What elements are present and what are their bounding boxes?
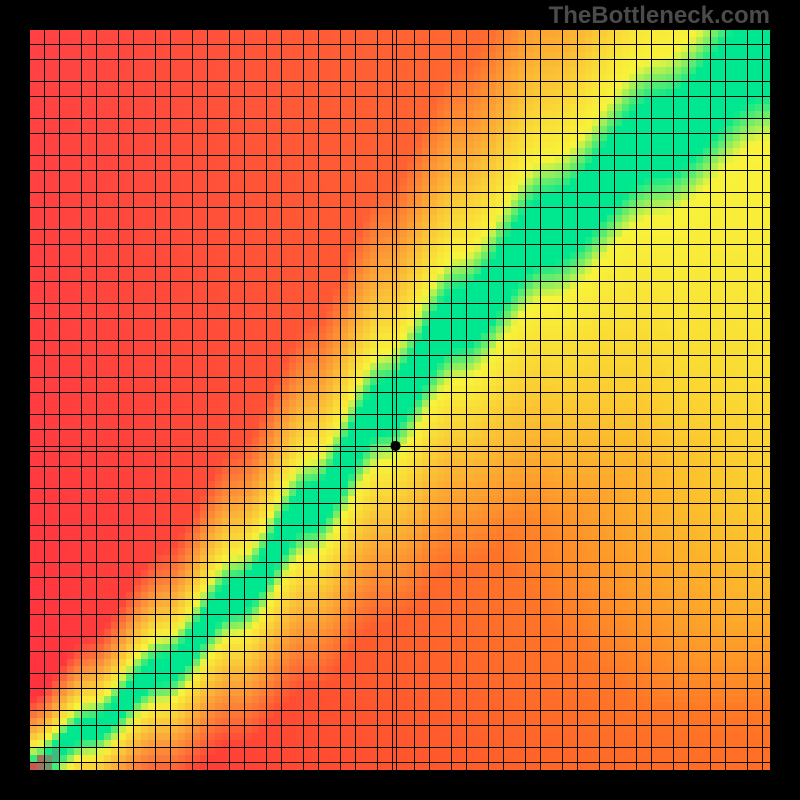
watermark-text: TheBottleneck.com — [549, 2, 770, 30]
heatmap-canvas — [0, 0, 800, 800]
chart-container: TheBottleneck.com — [0, 0, 800, 800]
